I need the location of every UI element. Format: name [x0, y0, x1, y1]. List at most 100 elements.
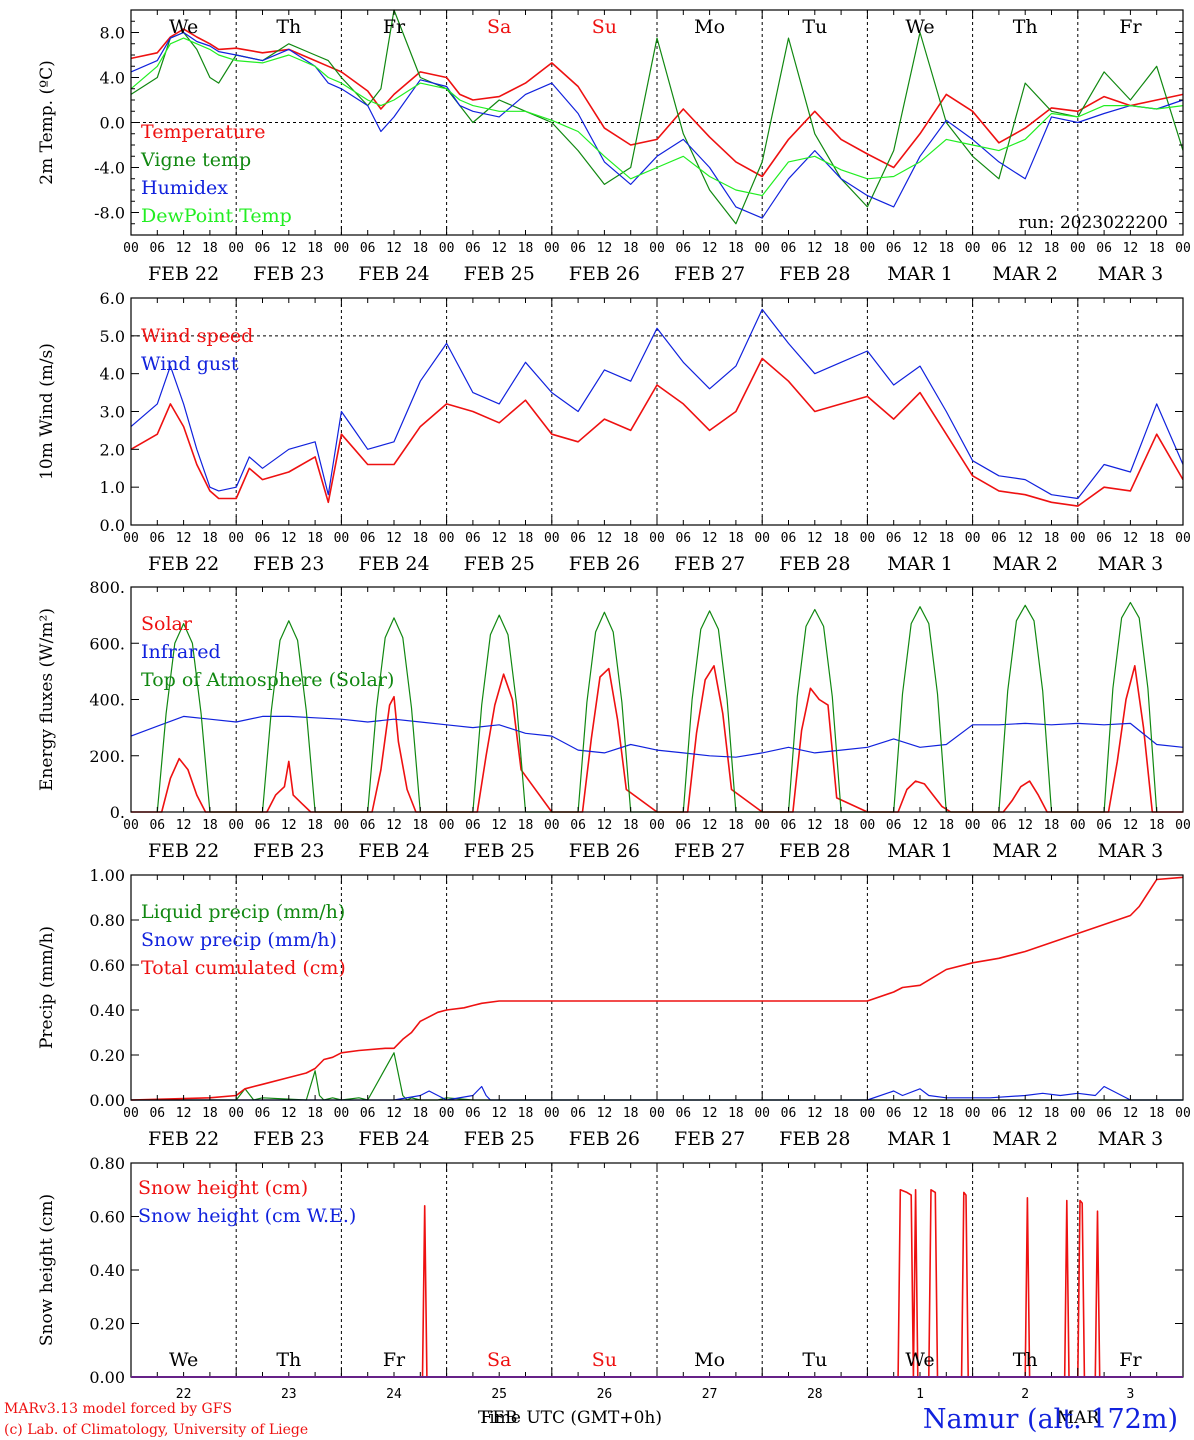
y-axis-label: Precip (mm/h)	[37, 926, 57, 1049]
date-label: MAR 3	[1098, 840, 1164, 862]
hour-tick-label: 12	[1123, 1106, 1139, 1121]
hour-tick-label: 18	[1044, 818, 1060, 833]
hour-tick-label: 12	[176, 531, 192, 546]
hour-tick-label: 12	[807, 818, 823, 833]
legend-entry: Total cumulated (cm)	[141, 957, 346, 979]
y-tick-label: 0.40	[89, 1261, 125, 1280]
hour-tick-label: 12	[597, 818, 613, 833]
hour-tick-label: 00	[334, 1106, 350, 1121]
hour-tick-label: 18	[728, 818, 744, 833]
hour-tick-label: 18	[202, 241, 218, 256]
series-line	[130, 308, 1184, 500]
hour-tick-label: 00	[649, 1106, 665, 1121]
hour-tick-label: 00	[123, 241, 139, 256]
hour-tick-label: 00	[860, 818, 876, 833]
hour-tick-label: 12	[386, 531, 402, 546]
weekday-label: Su	[592, 16, 617, 38]
hour-tick-label: 18	[412, 818, 428, 833]
date-label: FEB 25	[464, 553, 535, 575]
hour-tick-label: 00	[965, 531, 981, 546]
y-tick-label: 3.0	[100, 403, 125, 422]
footer: MARv3.13 model forced by GFS (c) Lab. of…	[4, 1401, 1178, 1438]
series-line	[131, 1085, 1183, 1101]
hour-tick-label: 06	[255, 1106, 271, 1121]
date-label: FEB 25	[464, 263, 535, 285]
hour-tick-label: 18	[728, 241, 744, 256]
y-tick-label: 0.00	[89, 1091, 125, 1110]
hour-tick-label: 06	[255, 241, 271, 256]
date-label: FEB 23	[253, 1128, 324, 1150]
y-tick-label: 8.0	[100, 24, 125, 43]
y-tick-label: -8.0	[94, 204, 125, 223]
hour-tick-label: 12	[912, 241, 928, 256]
chart-panels: 8.0 4.0 0.0 -4.0 -8.0 2m Temp. (ºC) Temperatur…	[37, 9, 1191, 1402]
y-tick-label: 0.80	[89, 1154, 125, 1173]
weekday-label: Fr	[1119, 16, 1142, 38]
date-label: FEB 25	[464, 1128, 535, 1150]
hour-tick-label: 12	[597, 1106, 613, 1121]
hour-tick-label: 18	[1044, 1106, 1060, 1121]
hour-tick-label: 06	[675, 241, 691, 256]
hour-tick-label: 18	[938, 531, 954, 546]
hour-tick-label: 12	[491, 241, 507, 256]
hour-tick-label: 00	[334, 531, 350, 546]
hour-tick-label: 12	[702, 818, 718, 833]
day-number-label: 23	[281, 1387, 297, 1402]
hour-tick-label: 00	[228, 241, 244, 256]
day-number-label: 1	[916, 1387, 924, 1402]
hour-tick-label: 06	[360, 241, 376, 256]
y-tick-label: 0.00	[89, 1368, 125, 1387]
legend-entry: Solar	[141, 613, 193, 635]
hour-tick-label: 12	[386, 241, 402, 256]
hour-tick-label: 18	[518, 531, 534, 546]
weekday-label: Su	[592, 1349, 617, 1371]
hour-tick-label: 12	[176, 1106, 192, 1121]
weekday-label: Tu	[802, 1349, 827, 1371]
weekday-label: Tu	[802, 16, 827, 38]
hour-tick-label: 00	[1070, 241, 1086, 256]
hour-tick-label: 00	[228, 1106, 244, 1121]
hour-tick-label: 12	[491, 818, 507, 833]
hour-tick-label: 00	[334, 818, 350, 833]
hour-tick-label: 00	[1175, 1106, 1191, 1121]
hour-tick-label: 18	[833, 241, 849, 256]
hour-tick-label: 00	[1070, 818, 1086, 833]
hour-tick-label: 00	[649, 241, 665, 256]
y-tick-label: 6.0	[100, 289, 125, 308]
hour-tick-label: 18	[307, 241, 323, 256]
hour-tick-label: 18	[307, 1106, 323, 1121]
y-tick-label: 5.0	[100, 327, 125, 346]
legend-entry: Temperature	[141, 121, 265, 143]
legend-entry: DewPoint Temp	[141, 205, 292, 227]
date-label: MAR 1	[887, 840, 953, 862]
hour-tick-label: 06	[149, 818, 165, 833]
date-label: FEB 28	[779, 1128, 850, 1150]
legend-entry: Humidex	[141, 177, 228, 199]
weekday-label: We	[905, 16, 934, 38]
hour-tick-label: 00	[649, 531, 665, 546]
hour-tick-label: 00	[1070, 1106, 1086, 1121]
hour-tick-label: 18	[833, 818, 849, 833]
weekday-label: Mo	[694, 1349, 725, 1371]
hour-tick-label: 18	[518, 818, 534, 833]
legend-entry: Wind speed	[141, 325, 253, 347]
hour-tick-label: 00	[965, 818, 981, 833]
y-axis-label: 2m Temp. (ºC)	[37, 60, 57, 185]
date-label: FEB 22	[148, 263, 219, 285]
legend-entry: Snow height (cm W.E.)	[138, 1205, 356, 1227]
day-number-label: 24	[386, 1387, 402, 1402]
hour-tick-label: 12	[1123, 531, 1139, 546]
y-tick-label: 1.00	[89, 866, 125, 885]
hour-tick-label: 12	[702, 241, 718, 256]
hour-tick-label: 00	[123, 818, 139, 833]
hour-tick-label: 06	[781, 818, 797, 833]
y-axis-label: 10m Wind (m/s)	[37, 343, 57, 480]
month-overlay-feb: FEB	[481, 1408, 518, 1428]
date-label: MAR 3	[1098, 263, 1164, 285]
y-tick-label: 200.	[89, 747, 125, 766]
date-label: FEB 23	[253, 553, 324, 575]
hour-tick-label: 06	[465, 241, 481, 256]
y-tick-label: 0.80	[89, 911, 125, 930]
date-label: MAR 3	[1098, 553, 1164, 575]
hour-tick-label: 18	[1149, 531, 1165, 546]
